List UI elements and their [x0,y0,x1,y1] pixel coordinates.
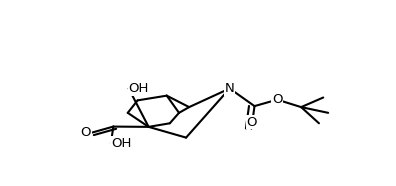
Text: N: N [225,82,234,95]
Text: OH: OH [129,82,149,95]
Text: O: O [272,93,282,106]
Text: O: O [80,126,91,139]
Text: OH: OH [111,137,131,150]
Text: O: O [246,116,257,129]
